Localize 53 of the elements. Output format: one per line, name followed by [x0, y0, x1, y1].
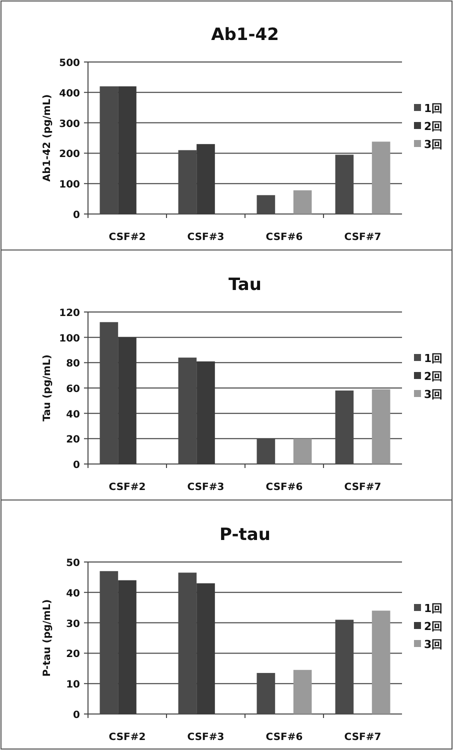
- y-axis-title: Tau (pg/mL): [42, 354, 53, 422]
- y-axis-title: P-tau (pg/mL): [42, 599, 53, 677]
- y-tick-label: 120: [59, 308, 80, 319]
- y-tick-label: 40: [66, 588, 80, 600]
- bar: [293, 190, 312, 214]
- legend-label: 2回: [424, 370, 443, 383]
- x-tick-label: CSF#2: [108, 482, 146, 493]
- legend-label: 2回: [424, 620, 443, 633]
- y-tick-label: 0: [73, 710, 80, 721]
- y-tick-label: 400: [59, 88, 80, 100]
- y-tick-label: 20: [66, 434, 80, 446]
- bar: [293, 438, 312, 464]
- y-tick-label: 10: [66, 680, 80, 691]
- y-tick-label: 80: [66, 358, 80, 370]
- x-tick-label: CSF#7: [344, 232, 382, 243]
- legend-label: 1回: [424, 102, 443, 115]
- chart-title: Ab1-42: [211, 25, 279, 45]
- x-tick-label: CSF#3: [187, 482, 224, 493]
- legend-label: 1回: [424, 352, 443, 365]
- y-tick-label: 500: [59, 58, 80, 69]
- x-tick-label: CSF#2: [108, 732, 146, 743]
- bar: [372, 389, 390, 464]
- bar: [372, 142, 390, 214]
- x-tick-label: CSF#7: [344, 482, 382, 493]
- bar: [372, 610, 390, 714]
- y-tick-label: 300: [59, 118, 80, 130]
- bar: [293, 670, 312, 714]
- chart-title: P-tau: [220, 525, 270, 545]
- y-tick-label: 200: [59, 149, 80, 160]
- x-tick-label: CSF#6: [266, 732, 303, 743]
- legend-label: 2回: [424, 120, 443, 133]
- y-tick-label: 20: [66, 649, 80, 660]
- y-tick-label: 60: [66, 384, 80, 395]
- y-tick-label: 30: [66, 618, 80, 630]
- chart-title: Tau: [228, 275, 262, 295]
- x-tick-label: CSF#6: [266, 232, 303, 243]
- y-tick-label: 0: [73, 460, 80, 471]
- x-tick-label: CSF#3: [187, 732, 224, 743]
- legend-label: 3回: [424, 138, 443, 151]
- x-tick-label: CSF#6: [266, 482, 303, 493]
- legend-label: 3回: [424, 638, 443, 651]
- bar: [256, 195, 276, 214]
- y-tick-label: 0: [73, 210, 80, 221]
- y-tick-label: 40: [66, 409, 80, 420]
- x-tick-label: CSF#7: [344, 732, 382, 743]
- y-tick-label: 50: [66, 558, 80, 569]
- legend-label: 1回: [424, 602, 443, 615]
- legend-label: 3回: [424, 388, 443, 401]
- x-tick-label: CSF#2: [108, 232, 146, 243]
- y-axis-title: Ab1-42 (pg/mL): [42, 94, 53, 182]
- x-tick-label: CSF#3: [187, 232, 224, 243]
- y-tick-label: 100: [59, 180, 80, 191]
- y-tick-label: 100: [59, 333, 80, 344]
